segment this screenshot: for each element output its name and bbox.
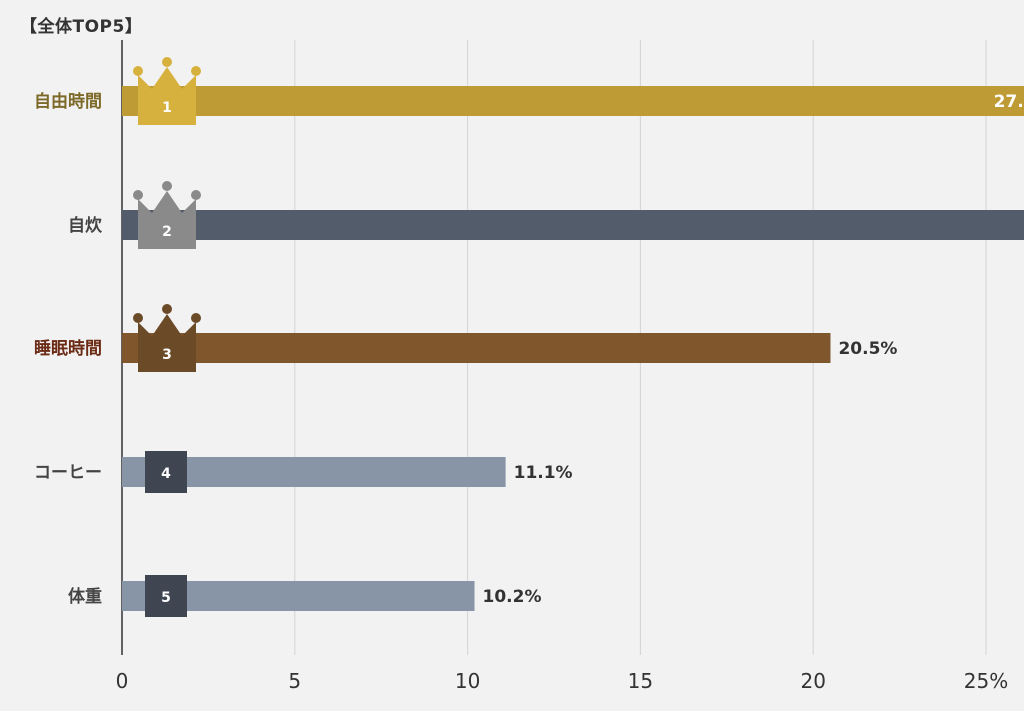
rank-number: 3 [162,347,172,363]
bar [122,210,1024,240]
category-label: コーヒー [34,463,102,483]
category-label: 自炊 [68,215,103,236]
rank-number: 2 [162,224,172,240]
rank-badge [145,575,187,617]
value-label: 10.2% [483,587,542,607]
value-label: 27.1% [994,92,1024,112]
crown-icon [133,57,201,125]
x-tick-label: 0 [116,669,129,693]
bar [122,86,1024,116]
bar [122,333,831,363]
category-label: 自由時間 [34,91,102,112]
rank-badge [145,451,187,493]
x-tick-label: 5 [288,669,301,693]
crown-icon [133,304,201,372]
category-label: 体重 [68,586,102,607]
crown-icon [133,181,201,249]
chart-title: 【全体TOP5】 [20,17,143,37]
value-label: 20.5% [838,339,897,359]
rank-number: 5 [161,590,171,606]
x-tick-label: 10 [455,669,480,693]
rank-number: 4 [161,466,171,482]
category-label: 睡眠時間 [34,338,102,359]
rank-number: 1 [162,100,172,116]
x-tick-label: 20 [800,669,825,693]
x-tick-label: 25% [964,669,1008,693]
x-tick-label: 15 [628,669,653,693]
value-label: 11.1% [514,463,573,483]
